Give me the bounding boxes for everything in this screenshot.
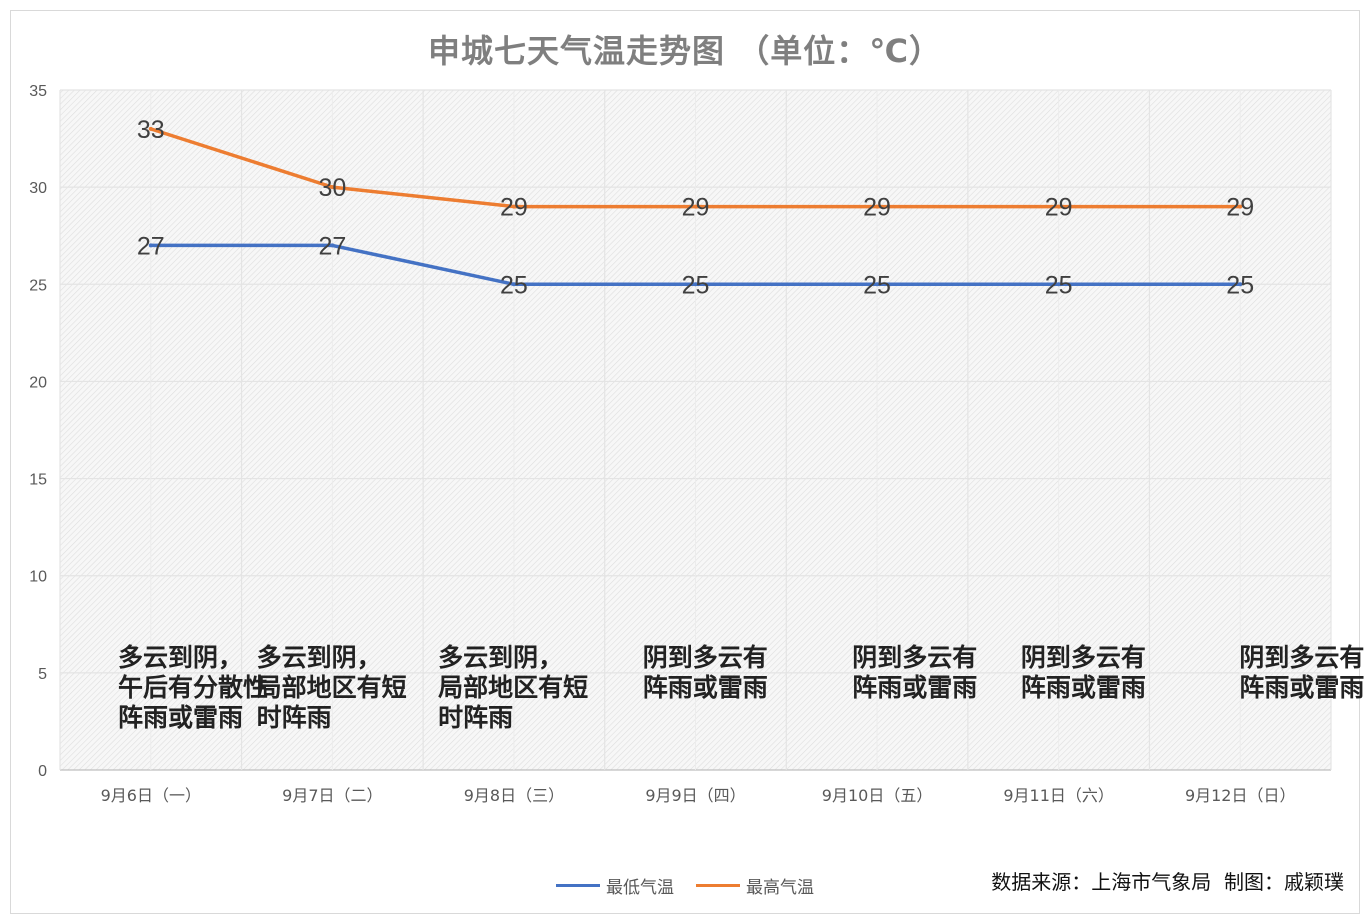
data-label: 25 <box>863 271 891 299</box>
legend-label-low: 最低气温 <box>606 878 674 898</box>
y-tick-label: 0 <box>38 763 47 780</box>
data-point <box>511 204 516 209</box>
data-point <box>511 282 516 287</box>
x-tick-label: 9月10日（五） <box>822 786 933 805</box>
data-point <box>148 243 153 248</box>
data-point <box>1238 282 1243 287</box>
data-label: 29 <box>863 194 891 222</box>
data-point <box>1056 204 1061 209</box>
weather-annotation: 阴到多云有 阵雨或雷雨 <box>642 643 768 702</box>
weather-annotation: 阴到多云有 阵雨或雷雨 <box>852 643 978 702</box>
data-label: 29 <box>1226 194 1254 222</box>
data-label: 33 <box>137 116 165 144</box>
x-tick-label: 9月12日（日） <box>1185 786 1296 805</box>
y-tick-label: 15 <box>29 472 47 489</box>
x-tick-label: 9月8日（三） <box>464 786 564 805</box>
weather-annotation: 多云到阴， 局部地区有短 时阵雨 <box>438 643 589 732</box>
source-credit: 数据来源：上海市气象局 制图：戚颖璞 <box>991 870 1344 894</box>
data-point <box>1238 204 1243 209</box>
data-point <box>875 204 880 209</box>
legend-swatch-high <box>696 884 740 887</box>
weather-annotation: 多云到阴， 局部地区有短 时阵雨 <box>256 643 407 732</box>
data-label: 29 <box>500 194 528 222</box>
data-point <box>875 282 880 287</box>
legend-label-high: 最高气温 <box>746 878 814 898</box>
legend: 最低气温 最高气温 <box>0 873 1370 898</box>
weather-annotation: 阴到多云有 阵雨或雷雨 <box>1239 643 1365 702</box>
data-point <box>693 282 698 287</box>
data-label: 25 <box>1226 271 1254 299</box>
data-label: 27 <box>318 232 346 260</box>
data-label: 27 <box>137 232 165 260</box>
data-point <box>330 185 335 190</box>
legend-item-low: 最低气温 <box>556 873 674 898</box>
x-tick-label: 9月7日（二） <box>282 786 382 805</box>
weather-annotation: 多云到阴， 午后有分散性 阵雨或雷雨 <box>118 643 269 732</box>
x-tick-label: 9月11日（六） <box>1003 786 1114 805</box>
data-point <box>148 126 153 131</box>
x-tick-label: 9月6日（一） <box>101 786 201 805</box>
data-label: 29 <box>682 194 710 222</box>
data-label: 25 <box>682 271 710 299</box>
data-point <box>693 204 698 209</box>
data-label: 29 <box>1045 194 1073 222</box>
data-label: 25 <box>500 271 528 299</box>
x-tick-label: 9月9日（四） <box>645 786 745 805</box>
y-tick-label: 30 <box>29 180 47 197</box>
data-point <box>1056 282 1061 287</box>
chart-title: 申城七天气温走势图 （单位：℃） <box>428 32 942 70</box>
legend-swatch-low <box>556 884 600 887</box>
data-label: 25 <box>1045 271 1073 299</box>
y-tick-label: 5 <box>38 666 47 683</box>
y-tick-label: 10 <box>29 569 47 586</box>
weather-annotation: 阴到多云有 阵雨或雷雨 <box>1020 643 1146 702</box>
y-tick-label: 25 <box>29 277 47 294</box>
data-point <box>330 243 335 248</box>
legend-item-high: 最高气温 <box>696 873 814 898</box>
data-label: 30 <box>318 174 346 202</box>
y-tick-label: 35 <box>29 83 47 100</box>
y-tick-label: 20 <box>29 374 47 391</box>
